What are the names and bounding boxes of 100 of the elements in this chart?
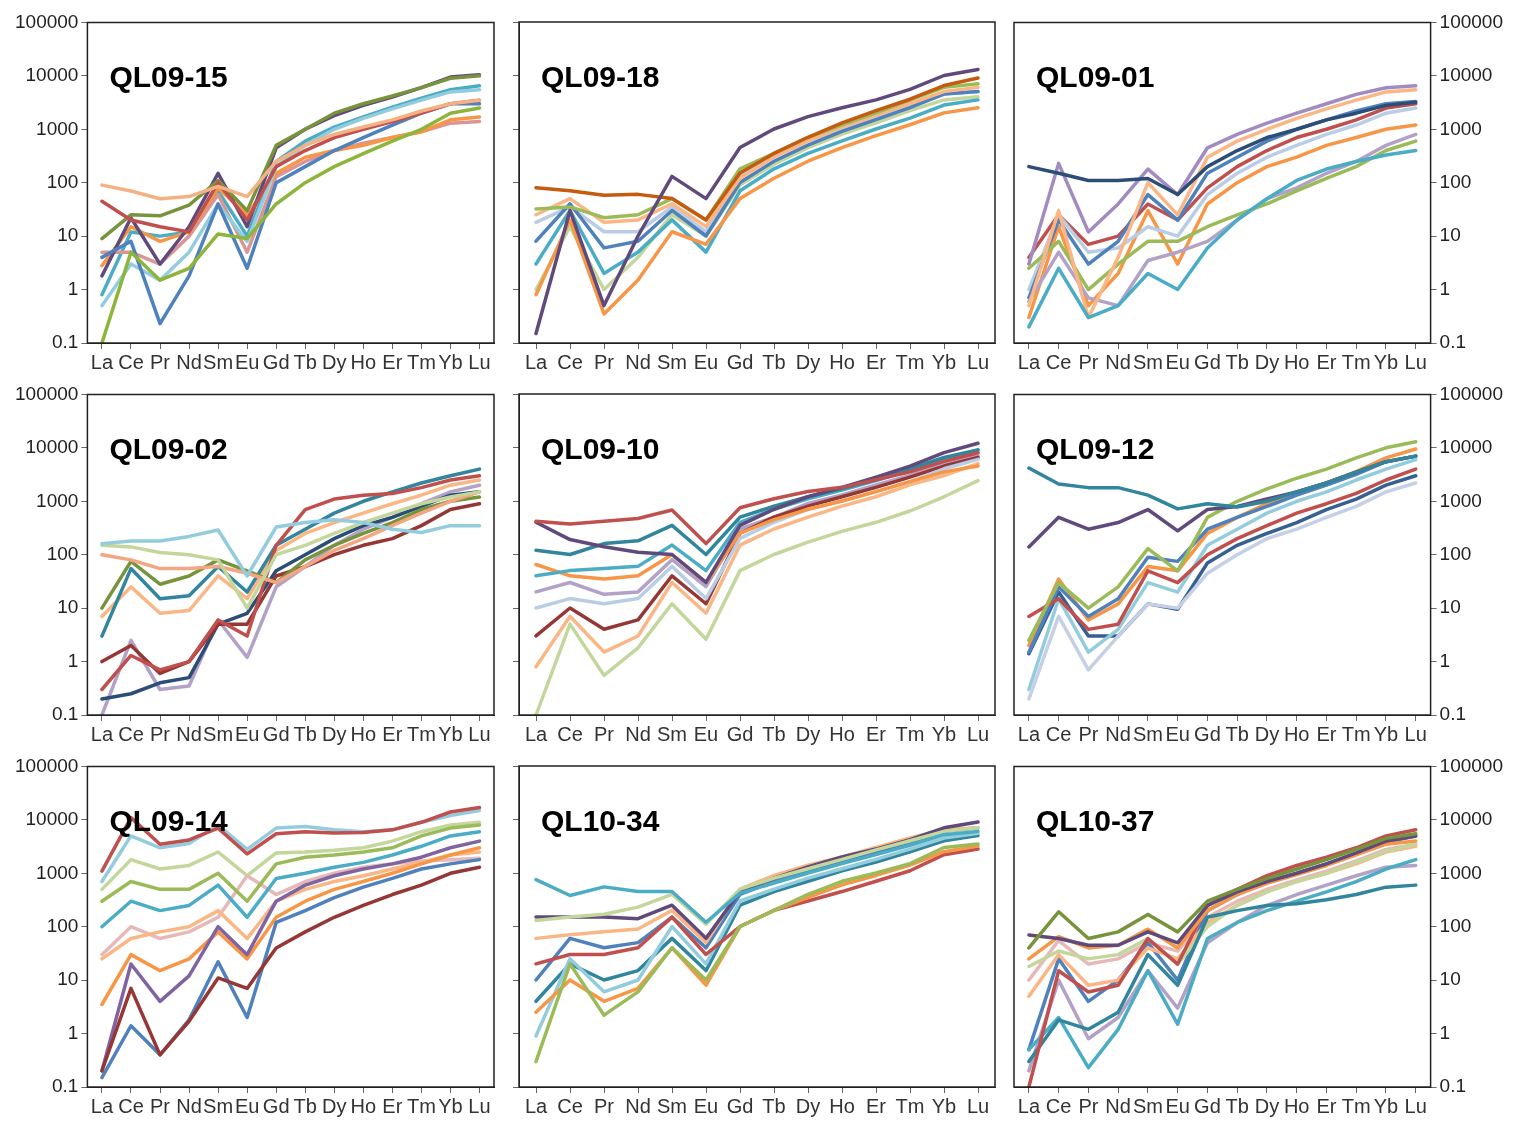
x-tick-label: Yb (931, 1094, 957, 1117)
y-tick-label: 1 (67, 1021, 79, 1043)
y-tick-label: 100000 (1439, 754, 1503, 776)
x-tick-label: Tb (762, 722, 786, 745)
y-tick-label: 1 (1439, 649, 1451, 671)
x-tick-label: Tm (406, 350, 436, 373)
x-tick-label: Ce (118, 350, 144, 373)
text: QL09-15 (109, 60, 228, 94)
x-tick-label: Lu (966, 1094, 990, 1117)
x-tick-label: Pr (1078, 1094, 1099, 1117)
x-tick-label: Ho (829, 722, 855, 745)
x-tick-label: Er (382, 1094, 403, 1117)
x-tick-label: Sm (1132, 1094, 1163, 1117)
x-tick-label: Dy (1254, 722, 1280, 745)
x-tick-label: Gd (726, 350, 754, 373)
x-tick-label: Tm (1341, 350, 1371, 373)
text: QL09-02 (109, 432, 228, 466)
y-tick-label: 100 (46, 914, 79, 936)
x-tick-label: La (524, 1094, 548, 1117)
text: QL10-37 (1036, 804, 1155, 838)
x-tick-label: Dy (795, 1094, 821, 1117)
y-tick-label: 100000 (15, 754, 79, 776)
x-tick-label: La (1017, 722, 1041, 745)
y-tick-label: 10000 (1439, 808, 1493, 830)
x-tick-label: Yb (1373, 350, 1399, 373)
y-tick-label: 1 (1439, 277, 1451, 299)
y-tick-label: 10 (1439, 596, 1461, 618)
x-tick-label: Pr (594, 1094, 615, 1117)
y-tick-label: 0.1 (1439, 703, 1467, 725)
y-tick-label: 0.1 (51, 703, 79, 725)
x-tick-label: Gd (262, 722, 290, 745)
x-tick-label: Ce (118, 1094, 144, 1117)
y-tick-label: 0.1 (1439, 1075, 1467, 1097)
x-tick-label: Dy (1254, 350, 1280, 373)
x-tick-label: La (524, 350, 548, 373)
x-tick-label: Pr (150, 1094, 171, 1117)
x-tick-label: Er (382, 722, 403, 745)
x-tick-label: Lu (966, 722, 990, 745)
x-tick-label: Ho (829, 1094, 855, 1117)
y-tick-label: 10000 (1439, 436, 1493, 458)
x-tick-label: Gd (726, 1094, 754, 1117)
x-tick-label: Er (866, 722, 887, 745)
x-tick-label: Ce (1045, 1094, 1072, 1117)
y-tick-label: 10 (57, 968, 79, 990)
x-tick-label: Eu (234, 722, 260, 745)
x-tick-label: Tm (1341, 1094, 1371, 1117)
x-tick-label: Lu (1404, 1094, 1427, 1117)
x-tick-label: Sm (203, 350, 234, 373)
y-tick-label: 1000 (1439, 489, 1482, 511)
x-tick-label: Lu (966, 350, 990, 373)
x-tick-label: Er (1316, 1094, 1337, 1117)
x-tick-label: Eu (1165, 350, 1190, 373)
x-tick-label: Nd (625, 350, 651, 373)
y-tick-label: 1000 (1439, 117, 1482, 139)
x-tick-label: Eu (234, 1094, 260, 1117)
x-tick-label: Ho (1283, 722, 1310, 745)
x-tick-label: Nd (1105, 1094, 1131, 1117)
x-tick-label: Pr (1078, 350, 1099, 373)
x-tick-label: Gd (262, 1094, 290, 1117)
x-tick-label: La (524, 722, 548, 745)
x-tick-label: Tm (406, 1094, 436, 1117)
y-tick-label: 1000 (36, 489, 79, 511)
x-tick-label: Eu (693, 722, 719, 745)
x-tick-label: Nd (176, 722, 202, 745)
y-tick-label: 0.1 (1439, 331, 1467, 353)
x-tick-label: La (1017, 350, 1041, 373)
y-tick-label: 1 (67, 277, 79, 299)
x-tick-label: Tb (293, 350, 317, 373)
x-tick-label: Dy (322, 722, 347, 745)
x-tick-label: Tm (1341, 722, 1371, 745)
x-tick-label: Yb (438, 1094, 463, 1117)
x-tick-label: Er (382, 350, 403, 373)
x-tick-label: Nd (625, 1094, 651, 1117)
x-tick-label: Sm (1132, 350, 1163, 373)
x-tick-label: Lu (468, 1094, 491, 1117)
x-tick-label: Tm (895, 350, 925, 373)
x-tick-label: Eu (234, 350, 260, 373)
x-tick-label: Ho (829, 350, 855, 373)
x-tick-label: Tb (1225, 1094, 1249, 1117)
x-tick-label: Eu (693, 1094, 719, 1117)
x-tick-label: Tb (293, 722, 317, 745)
x-tick-label: Yb (1373, 1094, 1399, 1117)
x-tick-label: Yb (438, 350, 463, 373)
x-tick-label: Sm (203, 1094, 234, 1117)
x-tick-label: Er (1316, 350, 1337, 373)
x-tick-label: Er (1316, 722, 1337, 745)
x-tick-label: Tm (406, 722, 436, 745)
x-tick-label: Lu (468, 350, 491, 373)
y-tick-label: 10000 (1439, 64, 1493, 86)
x-tick-label: La (90, 350, 114, 373)
y-tick-label: 1 (67, 649, 79, 671)
x-tick-label: Lu (1404, 722, 1427, 745)
x-tick-label: Tb (762, 350, 786, 373)
x-tick-label: Gd (1194, 722, 1221, 745)
x-tick-label: Sm (1132, 722, 1163, 745)
x-tick-label: Ce (118, 722, 144, 745)
x-tick-label: Tb (762, 1094, 786, 1117)
x-tick-label: Tb (1225, 350, 1249, 373)
text: QL10-34 (541, 804, 660, 837)
y-tick-label: 1000 (1439, 861, 1482, 883)
